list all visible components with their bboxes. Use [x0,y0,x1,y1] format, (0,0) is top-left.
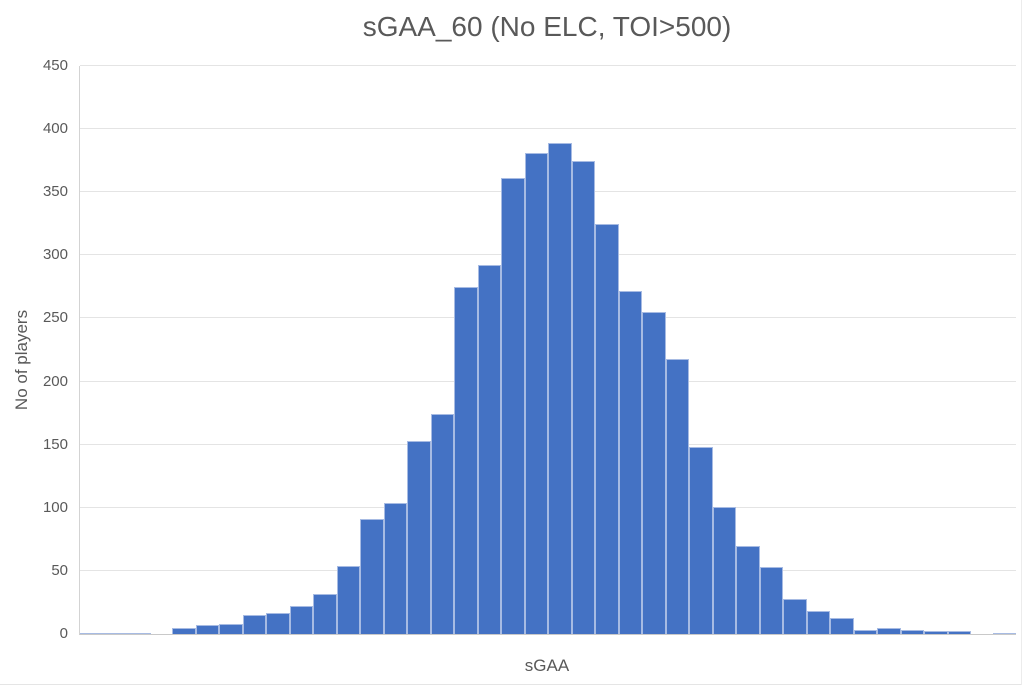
histogram-bar-1 [80,632,104,634]
y-tick-label-50: 50 [51,561,68,579]
histogram-bar-27 [689,447,713,634]
histogram-bar-15 [407,440,431,634]
histogram-bar-10 [289,606,313,634]
y-tick-label-200: 200 [42,372,68,390]
gridline-400 [80,128,1016,130]
y-tick-label-350: 350 [42,183,68,201]
histogram-bar-28 [712,506,736,634]
histogram-bar-30 [759,567,783,634]
histogram-bars [80,66,1016,634]
histogram-bar-17 [454,286,478,634]
histogram-bar-25 [642,312,666,634]
y-tick-label-450: 450 [42,57,68,74]
x-axis-title: sGAA [524,656,570,675]
y-tick-label-150: 150 [42,435,68,453]
plot-area [79,65,1016,635]
histogram-bar-6 [195,625,219,634]
histogram-bar-40 [992,632,1016,634]
histogram-bar-2 [103,632,127,634]
histogram-bar-32 [806,611,830,634]
y-tick-label-300: 300 [42,246,68,264]
histogram-bar-24 [618,290,642,634]
histogram-bar-33 [830,617,854,634]
histogram-bar-12 [336,565,360,634]
histogram-bar-9 [266,612,290,634]
histogram-bar-21 [548,143,572,634]
histogram-bar-14 [383,502,407,634]
histogram-bar-38 [947,631,971,634]
histogram-bar-26 [665,358,689,634]
histogram-bar-7 [219,623,243,634]
histogram-bar-22 [571,160,595,634]
y-tick-label-250: 250 [42,309,68,327]
histogram-bar-37 [924,631,948,634]
y-tick-label-0: 0 [59,625,68,642]
histogram-bar-23 [595,223,619,634]
chart-frame-right-edge [1021,0,1022,685]
histogram-bar-19 [501,178,525,634]
histogram-bar-20 [524,153,548,634]
chart-frame-bottom-edge [0,684,1022,685]
histogram-bar-13 [360,519,384,634]
histogram-bar-29 [736,545,760,634]
histogram-bar-31 [783,598,807,634]
histogram-bar-36 [900,630,924,634]
histogram-bar-34 [853,630,877,634]
chart-title: sGAA_60 (No ELC, TOI>500) [362,11,732,42]
histogram-bar-16 [430,414,454,634]
y-tick-label-100: 100 [42,498,68,516]
gridline-450 [80,65,1016,66]
histogram-bar-5 [172,627,196,634]
histogram-bar-8 [242,615,266,634]
histogram-bar-18 [477,265,501,634]
histogram-bar-35 [877,627,901,634]
histogram-bar-3 [127,632,151,634]
histogram-bar-11 [313,593,337,634]
y-tick-label-400: 400 [42,120,68,138]
